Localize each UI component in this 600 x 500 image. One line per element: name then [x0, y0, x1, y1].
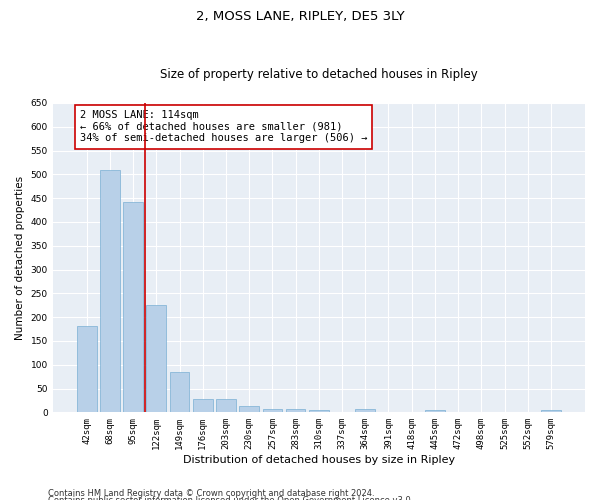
- Bar: [425, 410, 445, 412]
- Bar: [309, 410, 329, 412]
- Bar: [100, 170, 120, 412]
- Bar: [216, 400, 236, 412]
- Bar: [123, 202, 143, 412]
- Bar: [77, 326, 97, 412]
- Bar: [286, 410, 305, 412]
- Bar: [239, 406, 259, 412]
- Text: Contains HM Land Registry data © Crown copyright and database right 2024.: Contains HM Land Registry data © Crown c…: [48, 488, 374, 498]
- Bar: [146, 305, 166, 412]
- Bar: [193, 399, 212, 412]
- X-axis label: Distribution of detached houses by size in Ripley: Distribution of detached houses by size …: [183, 455, 455, 465]
- Bar: [355, 409, 375, 412]
- Bar: [263, 409, 282, 412]
- Bar: [170, 372, 190, 412]
- Y-axis label: Number of detached properties: Number of detached properties: [15, 176, 25, 340]
- Title: Size of property relative to detached houses in Ripley: Size of property relative to detached ho…: [160, 68, 478, 81]
- Text: 2 MOSS LANE: 114sqm
← 66% of detached houses are smaller (981)
34% of semi-detac: 2 MOSS LANE: 114sqm ← 66% of detached ho…: [80, 110, 367, 144]
- Text: Contains public sector information licensed under the Open Government Licence v3: Contains public sector information licen…: [48, 496, 413, 500]
- Bar: [541, 410, 561, 412]
- Text: 2, MOSS LANE, RIPLEY, DE5 3LY: 2, MOSS LANE, RIPLEY, DE5 3LY: [196, 10, 404, 23]
